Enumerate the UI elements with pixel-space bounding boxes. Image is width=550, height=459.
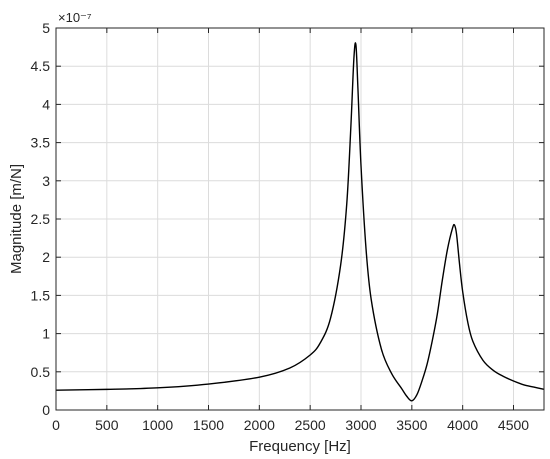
y-tick-label: 4 — [42, 96, 50, 112]
x-tick-label: 4000 — [447, 417, 478, 433]
y-tick-label: 0 — [42, 402, 50, 418]
y-tick-label: 3 — [42, 173, 50, 189]
y-tick-label: 5 — [42, 20, 50, 36]
y-tick-label: 4.5 — [31, 58, 51, 74]
y-tick-label: 2.5 — [31, 211, 51, 227]
x-tick-label: 2000 — [244, 417, 275, 433]
x-tick-label: 1500 — [193, 417, 224, 433]
tick-marks — [55, 27, 544, 411]
y-tick-label: 0.5 — [31, 364, 51, 380]
x-tick-label: 1000 — [142, 417, 173, 433]
y-axis-label: Magnitude [m/N] — [8, 164, 25, 274]
y-tick-label: 3.5 — [31, 135, 51, 151]
x-tick-label: 0 — [52, 417, 60, 433]
x-tick-label: 4500 — [498, 417, 529, 433]
y-tick-label: 2 — [42, 249, 50, 265]
y-tick-labels: 0 0.5 1 1.5 2 2.5 3 3.5 4 4.5 5 — [31, 20, 51, 418]
magnitude-line — [55, 42, 545, 402]
x-tick-label: 3000 — [345, 417, 376, 433]
y-tick-label: 1 — [42, 326, 50, 342]
y-exponent-label: ×10⁻⁷ — [58, 10, 92, 25]
x-tick-label: 2500 — [295, 417, 326, 433]
curve-group — [55, 42, 545, 402]
x-tick-labels: 0 500 1000 1500 2000 2500 3000 3500 4000 4500 — [52, 417, 529, 433]
y-tick-label: 1.5 — [31, 287, 51, 303]
x-tick-label: 500 — [95, 417, 119, 433]
x-axis-label: Frequency [Hz] — [249, 438, 351, 455]
x-tick-label: 3500 — [396, 417, 427, 433]
